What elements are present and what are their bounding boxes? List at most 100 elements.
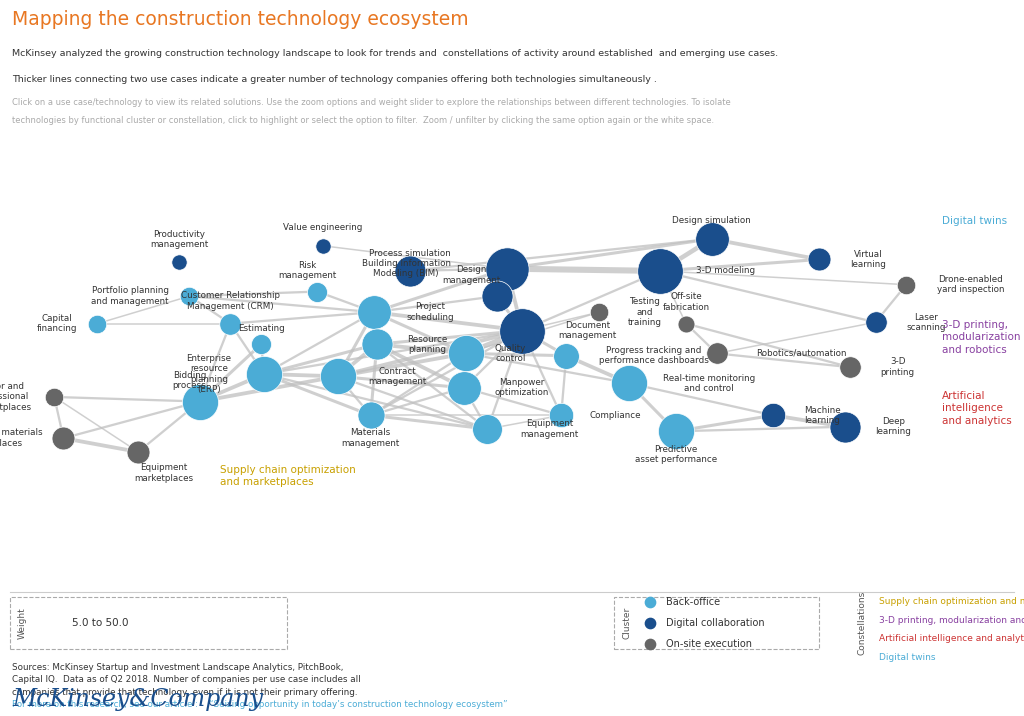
Point — [171, 256, 187, 268]
Point — [330, 371, 346, 382]
Text: Compliance: Compliance — [590, 411, 641, 420]
Point — [837, 421, 853, 432]
Text: Progress tracking and
performance dashboards: Progress tracking and performance dashbo… — [599, 346, 709, 365]
Point — [488, 291, 505, 302]
Text: Contract
management: Contract management — [369, 367, 427, 386]
Text: Process simulation: Process simulation — [369, 249, 451, 258]
Text: 5.0 to 50.0: 5.0 to 50.0 — [72, 618, 128, 628]
Point — [703, 233, 720, 245]
Point — [181, 291, 198, 302]
Text: Building Information
Modeling (BIM): Building Information Modeling (BIM) — [361, 259, 451, 279]
Text: Digital twins: Digital twins — [879, 653, 935, 662]
Text: 3-D printing, modularization and robotics: 3-D printing, modularization and robotic… — [879, 616, 1024, 625]
Point — [642, 639, 658, 650]
Point — [514, 325, 530, 337]
Point — [642, 596, 658, 608]
Text: Digital collaboration: Digital collaboration — [666, 618, 764, 628]
Text: Quality
control: Quality control — [495, 344, 526, 363]
Text: Cluster: Cluster — [623, 607, 631, 639]
Point — [401, 265, 418, 276]
Text: Supply chain optimization and marketplaces: Supply chain optimization and marketplac… — [879, 597, 1024, 606]
Text: technologies by functional cluster or constellation, click to highlight or selec: technologies by functional cluster or co… — [12, 116, 715, 125]
Text: Deep
learning: Deep learning — [876, 417, 911, 437]
Point — [621, 377, 637, 389]
Text: Equipment
management: Equipment management — [520, 420, 579, 439]
Text: Capital IQ.  Data as of Q2 2018. Number of companies per use case includes all: Capital IQ. Data as of Q2 2018. Number o… — [12, 675, 360, 684]
Text: McKinsey&Company: McKinsey&Company — [12, 689, 263, 712]
Text: Click on a use case/technology to view its related solutions. Use the zoom optio: Click on a use case/technology to view i… — [12, 98, 731, 107]
Text: companies that provide that technology, even if it is not their primary offering: companies that provide that technology, … — [12, 688, 357, 697]
Text: Weight: Weight — [18, 607, 27, 639]
Text: Design
management: Design management — [442, 266, 500, 285]
Text: For more on this research, see our article :    “Seizing opportunity in today’s : For more on this research, see our artic… — [12, 700, 508, 710]
Point — [652, 265, 669, 276]
FancyBboxPatch shape — [10, 597, 287, 649]
Point — [366, 306, 382, 318]
Text: Testing
and
training: Testing and training — [628, 297, 662, 327]
Text: Portfolio planning
and management: Portfolio planning and management — [91, 286, 169, 306]
Text: Customer Relationship
Management (CRM): Customer Relationship Management (CRM) — [181, 291, 280, 311]
Point — [191, 396, 208, 407]
Point — [456, 382, 472, 394]
Text: Sources: McKinsey Startup and Investment Landscape Analytics, PitchBook,: Sources: McKinsey Startup and Investment… — [12, 662, 344, 672]
Text: Bidding
process: Bidding process — [173, 371, 206, 390]
Text: Design simulation: Design simulation — [673, 216, 751, 225]
Text: 3-D
printing: 3-D printing — [881, 357, 914, 377]
Text: Materials
management: Materials management — [342, 428, 399, 448]
Text: Capital
financing: Capital financing — [36, 314, 77, 334]
Text: Resource
planning: Resource planning — [408, 334, 447, 354]
Text: Constellations: Constellations — [858, 591, 866, 655]
Point — [591, 306, 607, 318]
Text: Value engineering: Value engineering — [283, 223, 362, 232]
Text: Risk
management: Risk management — [279, 261, 336, 280]
Point — [499, 263, 515, 274]
Text: Real-time monitoring
and control: Real-time monitoring and control — [663, 374, 755, 393]
Text: Document
management: Document management — [558, 321, 616, 340]
Point — [222, 318, 239, 329]
Point — [256, 368, 272, 379]
Point — [678, 318, 694, 329]
Point — [55, 432, 72, 444]
Point — [765, 410, 781, 421]
Point — [253, 339, 269, 350]
Text: Laser
scanning: Laser scanning — [906, 313, 946, 332]
Point — [842, 362, 858, 373]
Text: Estimating: Estimating — [238, 324, 285, 333]
Text: Equipment
marketplaces: Equipment marketplaces — [134, 463, 194, 483]
Point — [89, 318, 105, 329]
Point — [130, 446, 146, 458]
Point — [369, 339, 385, 350]
Point — [668, 425, 684, 437]
Text: Robotics/automation: Robotics/automation — [756, 349, 846, 358]
Text: 3-D printing,
modularization
and robotics: 3-D printing, modularization and robotic… — [942, 320, 1021, 355]
Point — [314, 240, 331, 251]
Point — [479, 423, 496, 435]
FancyBboxPatch shape — [614, 597, 819, 649]
Text: Enterprise
resource
planning
(ERP): Enterprise resource planning (ERP) — [186, 354, 231, 394]
Point — [811, 253, 827, 265]
Text: Machine
learning: Machine learning — [804, 405, 841, 425]
Text: Supply chain optimization
and marketplaces: Supply chain optimization and marketplac… — [220, 465, 356, 488]
Text: Labor and
professional
marketplaces: Labor and professional marketplaces — [0, 382, 32, 412]
Point — [309, 286, 326, 297]
Point — [553, 410, 569, 421]
Text: 3-D modeling: 3-D modeling — [696, 266, 756, 276]
Text: McKinsey analyzed the growing construction technology landscape to look for tren: McKinsey analyzed the growing constructi… — [12, 49, 778, 58]
Point — [709, 348, 725, 359]
Point — [46, 391, 62, 402]
Point — [642, 617, 658, 629]
Text: Artificial
intelligence
and analytics: Artificial intelligence and analytics — [942, 391, 1012, 426]
Text: Predictive
asset performance: Predictive asset performance — [635, 445, 717, 465]
Text: Digital twins: Digital twins — [942, 216, 1008, 226]
Point — [867, 316, 884, 328]
Text: Project
scheduling: Project scheduling — [407, 302, 455, 322]
Text: Productivity
management: Productivity management — [151, 230, 208, 249]
Point — [458, 348, 474, 359]
Text: Back-office: Back-office — [666, 597, 720, 607]
Text: Manpower
optimization: Manpower optimization — [495, 378, 549, 397]
Point — [898, 279, 914, 291]
Point — [558, 350, 574, 362]
Text: Virtual
learning: Virtual learning — [850, 250, 886, 269]
Text: Construction materials
marketplaces: Construction materials marketplaces — [0, 428, 43, 448]
Text: Artificial intelligence and analytics: Artificial intelligence and analytics — [879, 634, 1024, 643]
